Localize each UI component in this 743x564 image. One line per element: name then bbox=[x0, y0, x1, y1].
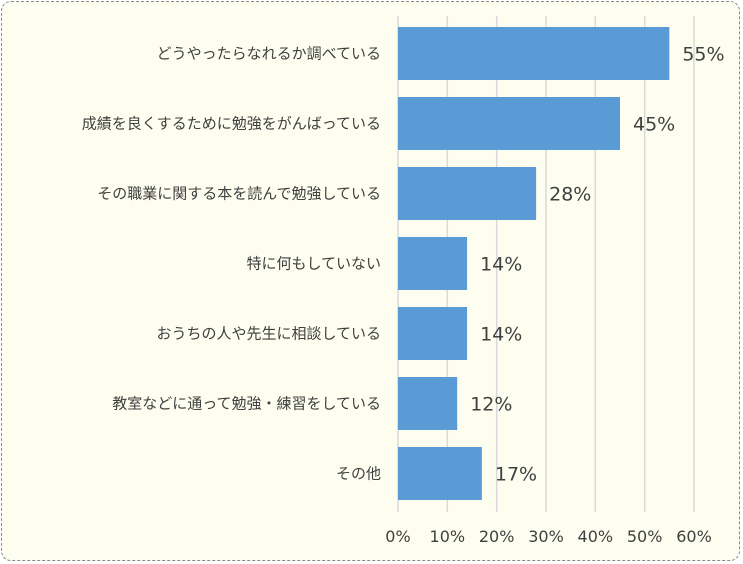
data-label: 45% bbox=[633, 114, 675, 136]
category-label: おうちの人や先生に相談している bbox=[156, 325, 381, 343]
data-label: 17% bbox=[495, 464, 537, 486]
x-axis-tick-labels: 0% 10% 20% 30% 40% 50% 60% bbox=[385, 527, 711, 546]
category-label: 教室などに通って勉強・練習をしている bbox=[112, 395, 381, 413]
category-labels: どうやったらなれるか調べている成績を良くするために勉強をがんばっているその職業に… bbox=[82, 45, 381, 483]
value-labels: 55% 45% 28% 14% 14% 12% 17% bbox=[470, 44, 724, 486]
data-label: 14% bbox=[480, 324, 522, 346]
bar bbox=[398, 167, 537, 220]
bar bbox=[398, 377, 458, 430]
bar bbox=[398, 97, 620, 150]
data-label: 14% bbox=[480, 254, 522, 276]
category-label: 特に何もしていない bbox=[246, 255, 381, 273]
bar bbox=[398, 237, 468, 290]
x-tick-label: 20% bbox=[479, 527, 515, 546]
bar bbox=[398, 447, 482, 500]
category-label: 成績を良くするために勉強をがんばっている bbox=[82, 115, 381, 133]
bar bbox=[398, 307, 468, 360]
bars bbox=[398, 27, 670, 500]
bar bbox=[398, 27, 670, 80]
data-label: 28% bbox=[549, 184, 591, 206]
x-tick-label: 10% bbox=[430, 527, 466, 546]
category-label: その他 bbox=[336, 465, 381, 483]
x-tick-label: 30% bbox=[528, 527, 564, 546]
data-label: 12% bbox=[470, 394, 512, 416]
data-label: 55% bbox=[682, 44, 724, 66]
x-tick-label: 40% bbox=[578, 527, 614, 546]
category-label: どうやったらなれるか調べている bbox=[157, 45, 381, 63]
x-tick-label: 50% bbox=[627, 527, 663, 546]
x-tick-label: 0% bbox=[385, 527, 410, 546]
category-label: その職業に関する本を読んで勉強している bbox=[97, 185, 381, 203]
x-tick-label: 60% bbox=[676, 527, 712, 546]
